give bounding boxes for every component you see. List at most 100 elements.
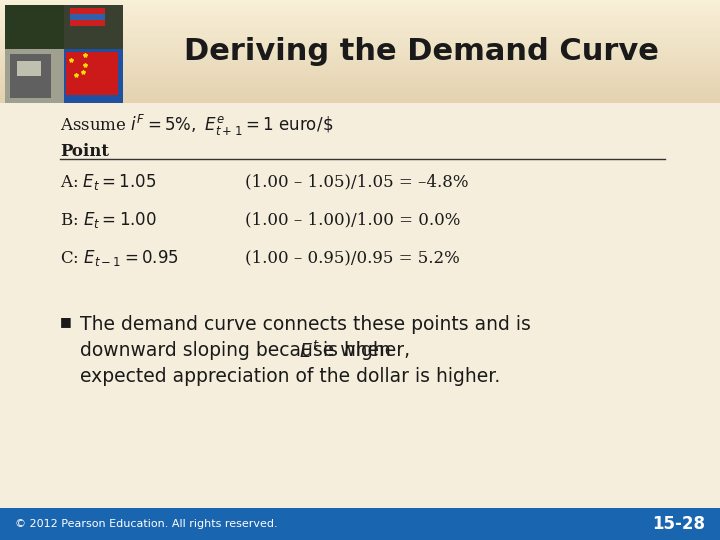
Bar bbox=[66, 52, 118, 95]
Bar bbox=[0, 4, 720, 5]
Bar bbox=[0, 103, 720, 508]
Bar bbox=[0, 56, 720, 57]
Bar bbox=[17, 61, 40, 76]
Bar bbox=[0, 67, 720, 68]
Bar bbox=[70, 14, 105, 20]
Bar bbox=[0, 22, 720, 23]
Bar bbox=[0, 15, 720, 16]
Bar bbox=[0, 47, 720, 48]
Bar bbox=[0, 52, 720, 53]
Bar bbox=[0, 100, 720, 101]
Bar bbox=[0, 91, 720, 92]
Bar bbox=[0, 86, 720, 87]
Bar bbox=[0, 8, 720, 9]
Bar bbox=[0, 23, 720, 24]
Bar bbox=[0, 29, 720, 30]
Bar bbox=[0, 50, 720, 51]
Bar bbox=[0, 82, 720, 83]
Bar bbox=[0, 10, 720, 11]
Bar bbox=[0, 20, 720, 21]
Bar bbox=[0, 92, 720, 93]
Bar bbox=[70, 8, 105, 25]
Bar bbox=[0, 12, 720, 13]
Bar bbox=[0, 17, 720, 18]
Bar bbox=[0, 73, 720, 74]
Bar bbox=[0, 88, 720, 89]
Text: is higher,: is higher, bbox=[317, 341, 410, 360]
Bar bbox=[0, 76, 720, 77]
Bar bbox=[0, 16, 720, 17]
Bar bbox=[0, 75, 720, 76]
Bar bbox=[0, 31, 720, 32]
Text: C: $E_{t-1} = 0.95$: C: $E_{t-1} = 0.95$ bbox=[60, 248, 179, 268]
Bar bbox=[5, 5, 123, 49]
Bar bbox=[0, 35, 720, 36]
Bar bbox=[0, 43, 720, 44]
Bar bbox=[0, 96, 720, 97]
Bar bbox=[0, 87, 720, 88]
Bar bbox=[0, 6, 720, 7]
Bar bbox=[0, 7, 720, 8]
Bar bbox=[0, 19, 720, 20]
Text: © 2012 Pearson Education. All rights reserved.: © 2012 Pearson Education. All rights res… bbox=[15, 519, 278, 529]
Bar bbox=[0, 55, 720, 56]
Bar bbox=[0, 74, 720, 75]
Text: (1.00 – 0.95)/0.95 = 5.2%: (1.00 – 0.95)/0.95 = 5.2% bbox=[245, 249, 460, 267]
Bar bbox=[0, 14, 720, 15]
Bar bbox=[0, 28, 720, 29]
Bar bbox=[0, 80, 720, 81]
Bar bbox=[0, 99, 720, 100]
Bar bbox=[0, 65, 720, 66]
Bar bbox=[0, 68, 720, 69]
Bar bbox=[0, 79, 720, 80]
Bar bbox=[0, 36, 720, 37]
Bar bbox=[0, 508, 720, 540]
Bar bbox=[0, 83, 720, 84]
Bar bbox=[0, 85, 720, 86]
Bar bbox=[0, 46, 720, 47]
Bar bbox=[0, 81, 720, 82]
Text: downward sloping because when: downward sloping because when bbox=[80, 341, 397, 360]
Bar bbox=[0, 38, 720, 39]
Bar bbox=[0, 0, 720, 1]
Text: B: $E_t = 1.00$: B: $E_t = 1.00$ bbox=[60, 210, 157, 230]
Text: 15-28: 15-28 bbox=[652, 515, 705, 533]
Bar bbox=[0, 33, 720, 34]
Bar bbox=[0, 21, 720, 22]
Bar bbox=[0, 61, 720, 62]
Bar bbox=[0, 53, 720, 54]
Bar bbox=[0, 54, 720, 55]
Bar bbox=[0, 63, 720, 64]
Text: Assume $i^F = 5\%,\ E^e_{t+1} = 1\ \mathrm{euro/\$}$: Assume $i^F = 5\%,\ E^e_{t+1} = 1\ \math… bbox=[60, 112, 333, 138]
Text: Point: Point bbox=[60, 143, 109, 159]
Bar bbox=[0, 42, 720, 43]
Bar bbox=[0, 59, 720, 60]
Bar bbox=[0, 71, 720, 72]
Bar bbox=[0, 1, 720, 2]
Bar bbox=[0, 58, 720, 59]
Bar bbox=[0, 11, 720, 12]
Bar bbox=[0, 5, 720, 6]
Bar bbox=[0, 40, 720, 41]
Bar bbox=[0, 60, 720, 61]
Bar bbox=[0, 57, 720, 58]
Bar bbox=[0, 44, 720, 45]
Bar bbox=[0, 89, 720, 90]
Bar bbox=[0, 30, 720, 31]
Bar bbox=[0, 13, 720, 14]
Bar bbox=[0, 78, 720, 79]
Bar bbox=[0, 25, 720, 26]
Bar bbox=[0, 48, 720, 49]
Bar bbox=[0, 90, 720, 91]
Bar bbox=[0, 32, 720, 33]
Bar bbox=[10, 54, 51, 98]
Text: expected appreciation of the dollar is higher.: expected appreciation of the dollar is h… bbox=[80, 367, 500, 386]
Text: $E^t$: $E^t$ bbox=[299, 341, 320, 362]
Bar bbox=[64, 49, 123, 103]
Bar bbox=[0, 3, 720, 4]
Text: The demand curve connects these points and is: The demand curve connects these points a… bbox=[80, 315, 531, 334]
Bar bbox=[0, 18, 720, 19]
Bar bbox=[0, 101, 720, 102]
Bar bbox=[0, 69, 720, 70]
Bar bbox=[0, 24, 720, 25]
